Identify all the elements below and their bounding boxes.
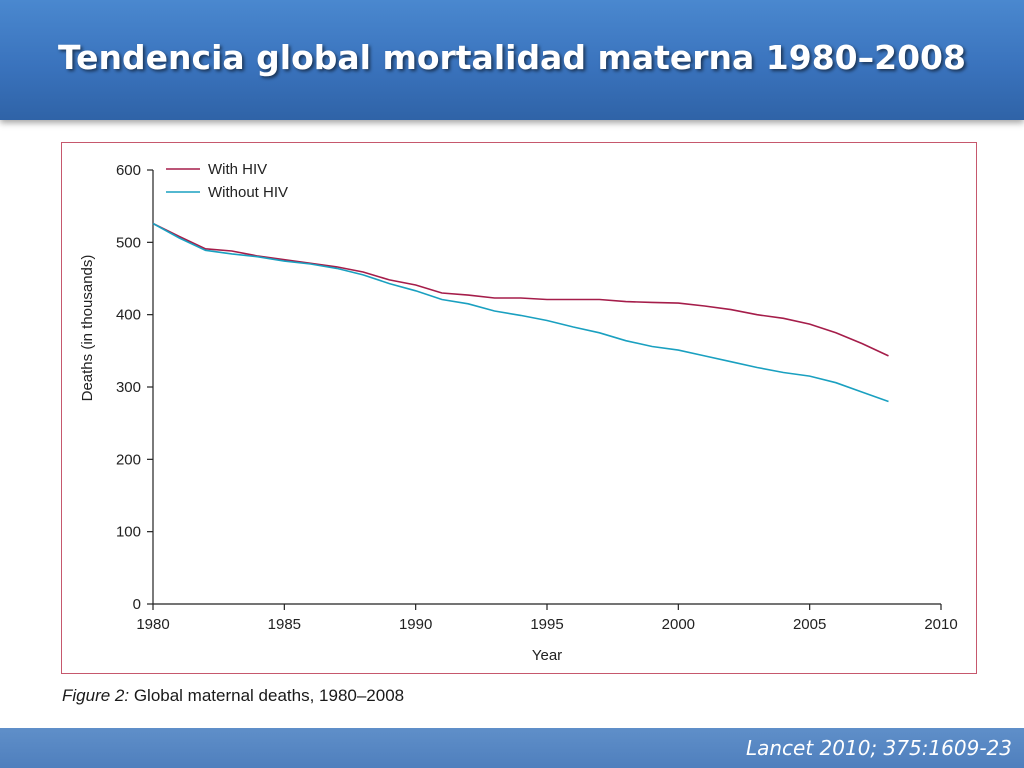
- y-tick-label: 400: [116, 307, 141, 324]
- legend-label: Without HIV: [208, 184, 288, 201]
- x-tick-label: 2000: [662, 616, 695, 633]
- y-tick-label: 600: [116, 162, 141, 179]
- figure-caption: Figure 2: Global maternal deaths, 1980–2…: [62, 686, 404, 706]
- series-line-without-hiv: [152, 222, 889, 403]
- y-axis-label: Deaths (in thousands): [79, 255, 96, 402]
- x-tick-label: 1995: [530, 616, 563, 633]
- y-tick-label: 0: [133, 596, 141, 613]
- slide-header: Tendencia global mortalidad materna 1980…: [0, 0, 1024, 120]
- y-tick-label: 100: [116, 524, 141, 541]
- chart-frame: 0 100 200 300 400 500 600 1980 1985 1990 1995 2000 2…: [61, 142, 977, 674]
- x-tick-label: 1985: [268, 616, 301, 633]
- x-tick-label: 1980: [136, 616, 169, 633]
- caption-text: Global maternal deaths, 1980–2008: [129, 686, 405, 705]
- caption-label: Figure 2:: [62, 686, 130, 705]
- y-tick-label: 500: [116, 234, 141, 251]
- legend-label: With HIV: [208, 161, 267, 178]
- y-tick-label: 300: [116, 379, 141, 396]
- maternal-deaths-chart: 0 100 200 300 400 500 600 1980 1985 1990 1995 2000 2…: [79, 161, 958, 664]
- x-tick-label: 2010: [924, 616, 957, 633]
- slide-footer: Lancet 2010; 375:1609-23: [0, 728, 1024, 768]
- citation: Lancet 2010; 375:1609-23: [745, 736, 1012, 760]
- x-tick-label: 1990: [399, 616, 432, 633]
- x-axis-label: Year: [532, 647, 562, 664]
- x-tick-label: 2005: [793, 616, 826, 633]
- slide-title: Tendencia global mortalidad materna 1980…: [58, 38, 966, 77]
- y-tick-label: 200: [116, 451, 141, 468]
- series-line-with-hiv: [152, 222, 889, 357]
